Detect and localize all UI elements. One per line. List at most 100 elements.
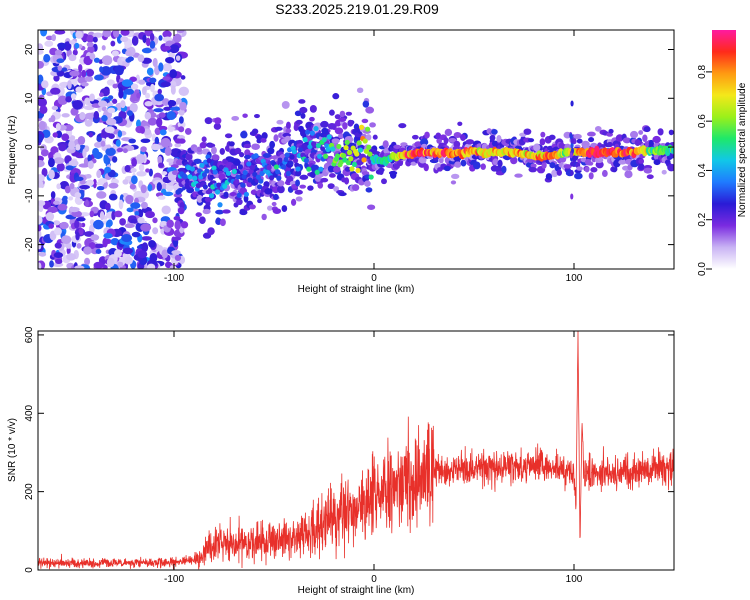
heatmap-cell (539, 138, 546, 146)
heatmap-cell (261, 132, 268, 140)
heatmap-cell (112, 83, 119, 89)
heatmap-cell (185, 152, 193, 161)
heatmap-cell (569, 152, 573, 159)
heatmap-cell (176, 30, 185, 34)
heatmap-cell (219, 148, 226, 155)
heatmap-cell (574, 172, 583, 180)
heatmap-cell (87, 45, 95, 54)
heatmap-cell (348, 156, 354, 162)
heatmap-cell (90, 234, 100, 241)
snr-panel: -100 0 100 0 200 400 600 Height of straight l… (7, 326, 675, 596)
heatmap-cell (629, 130, 639, 139)
heatmap-cell (214, 117, 222, 125)
heatmap-cell (359, 124, 365, 130)
heatmap-cell (40, 30, 48, 37)
heatmap-cell (302, 137, 308, 143)
snr-x-tick-label: -100 (164, 574, 184, 585)
heatmap-cell (161, 249, 169, 259)
heatmap-cell (242, 169, 248, 176)
heatmap-cell (618, 159, 627, 165)
heatmap-cell (454, 161, 462, 168)
heatmap-cell (38, 174, 45, 182)
heatmap-cell (362, 100, 370, 108)
heatmap-cell (111, 50, 119, 57)
snr-y-tick-label: 0 (24, 567, 35, 573)
spectrogram-y-tick-label: -20 (24, 237, 35, 252)
heatmap-cell (164, 147, 172, 156)
heatmap-cell (281, 164, 287, 170)
heatmap-cell (457, 121, 463, 126)
heatmap-cell (123, 88, 135, 95)
heatmap-cell (122, 247, 134, 255)
heatmap-cell (158, 62, 164, 72)
heatmap-cell (130, 83, 139, 90)
heatmap-cell (179, 101, 187, 111)
heatmap-cell (668, 129, 674, 136)
heatmap-cell (149, 40, 156, 49)
heatmap-cell (400, 142, 408, 147)
heatmap-cell (295, 169, 302, 177)
heatmap-cell (136, 245, 143, 250)
heatmap-cell (110, 40, 116, 47)
heatmap-cell (178, 86, 190, 96)
heatmap-cell (120, 100, 126, 109)
heatmap-cell (231, 168, 237, 175)
heatmap-cell (588, 137, 595, 143)
heatmap-cell (108, 193, 118, 201)
heatmap-cell (38, 215, 43, 225)
heatmap-cell (243, 143, 252, 149)
heatmap-cell (166, 219, 174, 228)
heatmap-cell (608, 128, 614, 134)
heatmap-cell (378, 168, 384, 175)
heatmap-cell (492, 158, 499, 166)
heatmap-cell (643, 126, 651, 133)
snr-y-tick-label: 400 (24, 404, 35, 421)
heatmap-cell (48, 223, 55, 229)
heatmap-cell (361, 118, 369, 124)
heatmap-cell (342, 122, 348, 130)
heatmap-cell (335, 119, 342, 127)
heatmap-cell (145, 92, 151, 99)
heatmap-cell (309, 116, 315, 122)
heatmap-cell (365, 106, 375, 114)
heatmap-cell (104, 166, 111, 173)
heatmap-cell (120, 30, 130, 36)
heatmap-cell (58, 143, 67, 152)
heatmap-cell (154, 136, 160, 146)
heatmap-cell (297, 147, 303, 153)
heatmap-cell (424, 131, 430, 139)
heatmap-cell (465, 139, 475, 145)
heatmap-cell (74, 42, 80, 49)
heatmap-cell (116, 147, 124, 153)
heatmap-cell (231, 115, 240, 121)
heatmap-cell (551, 169, 559, 178)
heatmap-cell (101, 106, 107, 112)
heatmap-cell (218, 173, 226, 181)
heatmap-cell (540, 131, 546, 138)
heatmap-cell (99, 66, 104, 73)
heatmap-cell (309, 130, 315, 136)
colorbar-tick-label: 0.0 (697, 262, 708, 276)
heatmap-cell (139, 126, 145, 134)
heatmap-cell (124, 223, 135, 229)
heatmap-cell (274, 126, 283, 131)
heatmap-cell (436, 137, 442, 144)
heatmap-cell (69, 182, 75, 190)
heatmap-cell (173, 215, 181, 221)
heatmap-cell (126, 110, 133, 117)
heatmap-cell (211, 146, 217, 155)
heatmap-cell (43, 54, 51, 63)
heatmap-cell (57, 65, 63, 71)
heatmap-cell (74, 265, 85, 269)
heatmap-cell (101, 115, 108, 122)
heatmap-cell (299, 129, 307, 137)
heatmap-cell (652, 135, 661, 144)
heatmap-cell (331, 138, 340, 144)
heatmap-cell (216, 182, 222, 188)
heatmap-cell (313, 125, 319, 132)
heatmap-cell (273, 164, 279, 170)
heatmap-cell (272, 193, 279, 201)
heatmap-cell (261, 213, 267, 221)
heatmap-cell (201, 136, 207, 143)
